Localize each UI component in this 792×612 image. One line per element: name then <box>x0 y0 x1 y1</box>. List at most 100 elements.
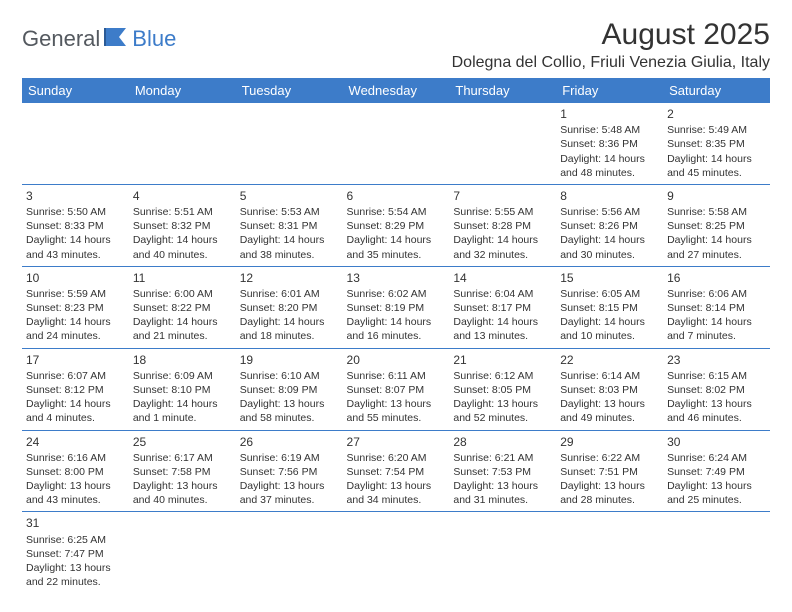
daylight-line: Daylight: 13 hours and 25 minutes. <box>667 479 766 507</box>
day-cell: 30Sunrise: 6:24 AMSunset: 7:49 PMDayligh… <box>663 430 770 512</box>
sunset-line: Sunset: 7:54 PM <box>347 465 446 479</box>
sunset-line: Sunset: 8:20 PM <box>240 301 339 315</box>
calendar-row: 31Sunrise: 6:25 AMSunset: 7:47 PMDayligh… <box>22 512 770 593</box>
daylight-line: Daylight: 14 hours and 1 minute. <box>133 397 232 425</box>
daylight-line: Daylight: 14 hours and 32 minutes. <box>453 233 552 261</box>
sunrise-line: Sunrise: 6:05 AM <box>560 287 659 301</box>
dow-header: Friday <box>556 78 663 103</box>
sunset-line: Sunset: 8:32 PM <box>133 219 232 233</box>
month-title: August 2025 <box>452 18 770 52</box>
day-cell: 17Sunrise: 6:07 AMSunset: 8:12 PMDayligh… <box>22 348 129 430</box>
day-cell: 23Sunrise: 6:15 AMSunset: 8:02 PMDayligh… <box>663 348 770 430</box>
calendar-head: SundayMondayTuesdayWednesdayThursdayFrid… <box>22 78 770 103</box>
sunset-line: Sunset: 7:53 PM <box>453 465 552 479</box>
sunrise-line: Sunrise: 6:16 AM <box>26 451 125 465</box>
sunrise-line: Sunrise: 6:01 AM <box>240 287 339 301</box>
title-block: August 2025 Dolegna del Collio, Friuli V… <box>452 18 770 72</box>
day-number: 16 <box>667 270 766 286</box>
sunrise-line: Sunrise: 5:53 AM <box>240 205 339 219</box>
sunrise-line: Sunrise: 6:10 AM <box>240 369 339 383</box>
empty-cell <box>449 512 556 593</box>
day-cell: 20Sunrise: 6:11 AMSunset: 8:07 PMDayligh… <box>343 348 450 430</box>
sunrise-line: Sunrise: 6:06 AM <box>667 287 766 301</box>
sunset-line: Sunset: 8:26 PM <box>560 219 659 233</box>
location: Dolegna del Collio, Friuli Venezia Giuli… <box>452 54 770 72</box>
sunset-line: Sunset: 8:36 PM <box>560 137 659 151</box>
sunrise-line: Sunrise: 5:55 AM <box>453 205 552 219</box>
daylight-line: Daylight: 14 hours and 16 minutes. <box>347 315 446 343</box>
day-number: 13 <box>347 270 446 286</box>
dow-header: Sunday <box>22 78 129 103</box>
sunrise-line: Sunrise: 6:00 AM <box>133 287 232 301</box>
sunrise-line: Sunrise: 5:50 AM <box>26 205 125 219</box>
empty-cell <box>129 103 236 184</box>
sunrise-line: Sunrise: 6:09 AM <box>133 369 232 383</box>
dow-header: Saturday <box>663 78 770 103</box>
sunrise-line: Sunrise: 6:07 AM <box>26 369 125 383</box>
day-number: 7 <box>453 188 552 204</box>
daylight-line: Daylight: 13 hours and 37 minutes. <box>240 479 339 507</box>
daylight-line: Daylight: 14 hours and 43 minutes. <box>26 233 125 261</box>
daylight-line: Daylight: 14 hours and 27 minutes. <box>667 233 766 261</box>
sunset-line: Sunset: 8:09 PM <box>240 383 339 397</box>
calendar-table: SundayMondayTuesdayWednesdayThursdayFrid… <box>22 78 770 593</box>
day-number: 10 <box>26 270 125 286</box>
day-cell: 24Sunrise: 6:16 AMSunset: 8:00 PMDayligh… <box>22 430 129 512</box>
daylight-line: Daylight: 14 hours and 45 minutes. <box>667 152 766 180</box>
sunrise-line: Sunrise: 6:12 AM <box>453 369 552 383</box>
empty-cell <box>343 512 450 593</box>
empty-cell <box>343 103 450 184</box>
daylight-line: Daylight: 14 hours and 48 minutes. <box>560 152 659 180</box>
sunrise-line: Sunrise: 6:14 AM <box>560 369 659 383</box>
daylight-line: Daylight: 14 hours and 18 minutes. <box>240 315 339 343</box>
daylight-line: Daylight: 14 hours and 10 minutes. <box>560 315 659 343</box>
day-cell: 7Sunrise: 5:55 AMSunset: 8:28 PMDaylight… <box>449 184 556 266</box>
day-cell: 13Sunrise: 6:02 AMSunset: 8:19 PMDayligh… <box>343 266 450 348</box>
day-number: 26 <box>240 434 339 450</box>
daylight-line: Daylight: 13 hours and 40 minutes. <box>133 479 232 507</box>
day-cell: 6Sunrise: 5:54 AMSunset: 8:29 PMDaylight… <box>343 184 450 266</box>
day-cell: 25Sunrise: 6:17 AMSunset: 7:58 PMDayligh… <box>129 430 236 512</box>
sunset-line: Sunset: 7:47 PM <box>26 547 125 561</box>
day-number: 24 <box>26 434 125 450</box>
sunset-line: Sunset: 7:51 PM <box>560 465 659 479</box>
sunset-line: Sunset: 8:29 PM <box>347 219 446 233</box>
sunset-line: Sunset: 8:14 PM <box>667 301 766 315</box>
calendar-row: 1Sunrise: 5:48 AMSunset: 8:36 PMDaylight… <box>22 103 770 184</box>
sunrise-line: Sunrise: 6:20 AM <box>347 451 446 465</box>
sunrise-line: Sunrise: 5:54 AM <box>347 205 446 219</box>
daylight-line: Daylight: 14 hours and 30 minutes. <box>560 233 659 261</box>
day-number: 19 <box>240 352 339 368</box>
day-cell: 19Sunrise: 6:10 AMSunset: 8:09 PMDayligh… <box>236 348 343 430</box>
day-cell: 3Sunrise: 5:50 AMSunset: 8:33 PMDaylight… <box>22 184 129 266</box>
day-cell: 16Sunrise: 6:06 AMSunset: 8:14 PMDayligh… <box>663 266 770 348</box>
day-cell: 4Sunrise: 5:51 AMSunset: 8:32 PMDaylight… <box>129 184 236 266</box>
day-number: 9 <box>667 188 766 204</box>
daylight-line: Daylight: 14 hours and 21 minutes. <box>133 315 232 343</box>
day-number: 8 <box>560 188 659 204</box>
day-number: 22 <box>560 352 659 368</box>
day-cell: 5Sunrise: 5:53 AMSunset: 8:31 PMDaylight… <box>236 184 343 266</box>
daylight-line: Daylight: 13 hours and 55 minutes. <box>347 397 446 425</box>
day-number: 3 <box>26 188 125 204</box>
daylight-line: Daylight: 13 hours and 28 minutes. <box>560 479 659 507</box>
calendar-row: 10Sunrise: 5:59 AMSunset: 8:23 PMDayligh… <box>22 266 770 348</box>
daylight-line: Daylight: 14 hours and 40 minutes. <box>133 233 232 261</box>
day-cell: 2Sunrise: 5:49 AMSunset: 8:35 PMDaylight… <box>663 103 770 184</box>
logo: General Blue <box>22 18 176 52</box>
header: General Blue August 2025 Dolegna del Col… <box>22 18 770 72</box>
sunset-line: Sunset: 8:12 PM <box>26 383 125 397</box>
daylight-line: Daylight: 13 hours and 52 minutes. <box>453 397 552 425</box>
day-cell: 22Sunrise: 6:14 AMSunset: 8:03 PMDayligh… <box>556 348 663 430</box>
day-number: 15 <box>560 270 659 286</box>
day-cell: 29Sunrise: 6:22 AMSunset: 7:51 PMDayligh… <box>556 430 663 512</box>
day-number: 23 <box>667 352 766 368</box>
day-number: 21 <box>453 352 552 368</box>
day-cell: 9Sunrise: 5:58 AMSunset: 8:25 PMDaylight… <box>663 184 770 266</box>
sunrise-line: Sunrise: 6:15 AM <box>667 369 766 383</box>
sunset-line: Sunset: 8:07 PM <box>347 383 446 397</box>
dow-header: Tuesday <box>236 78 343 103</box>
day-cell: 15Sunrise: 6:05 AMSunset: 8:15 PMDayligh… <box>556 266 663 348</box>
day-number: 18 <box>133 352 232 368</box>
day-number: 20 <box>347 352 446 368</box>
